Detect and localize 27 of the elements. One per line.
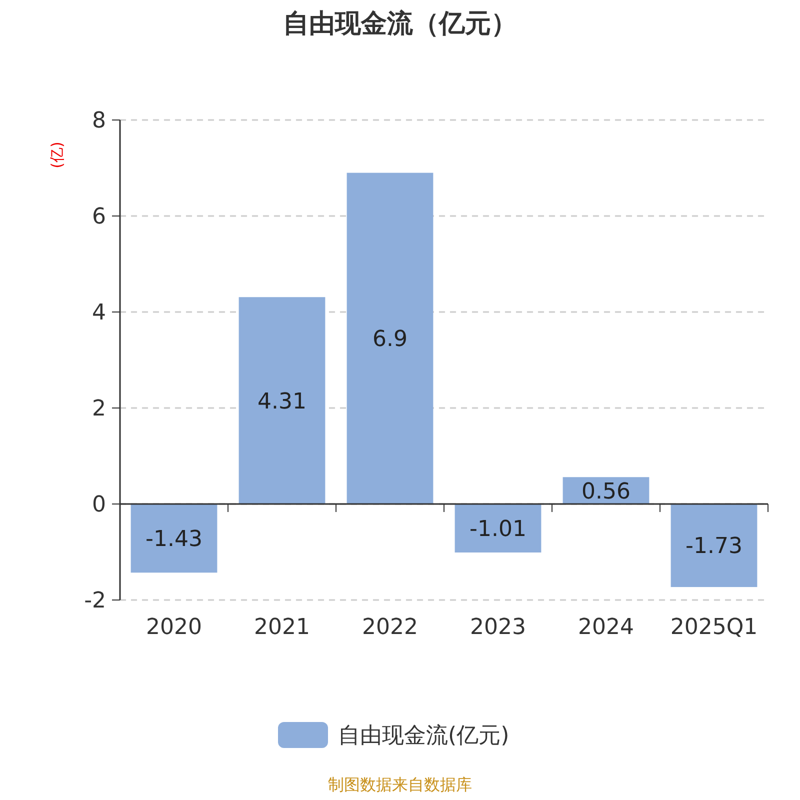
y-tick-label: 4 [92,300,106,326]
x-tick-label: 2021 [254,615,310,640]
y-axis-title: (亿) [48,142,66,168]
y-tick-label: 6 [92,204,106,230]
x-tick-label: 2020 [146,615,202,640]
bar [130,504,218,573]
data-label: 0.56 [582,479,630,504]
x-tick-label: 2023 [470,615,526,640]
y-tick-label: 2 [92,396,106,422]
data-label: 4.31 [258,389,306,414]
x-tick-label: 2022 [362,615,418,640]
y-tick-label: 0 [92,492,106,518]
bar [670,504,758,588]
x-tick-label: 2025Q1 [670,615,758,640]
data-label: -1.73 [686,534,742,560]
chart-title: 自由现金流（亿元） [283,9,517,39]
bar [346,172,434,504]
y-tick-label: 8 [92,108,106,134]
data-label: -1.43 [146,527,202,552]
data-label: 6.9 [372,327,408,352]
text: 制图数据来自数据库 [328,775,472,794]
x-tick-label: 2024 [578,615,634,640]
y-tick-label: -2 [84,588,106,614]
bar [238,297,326,504]
bar [454,504,542,552]
legend-label: 自由现金流(亿元) [338,724,510,749]
data-label: -1.01 [470,516,526,542]
